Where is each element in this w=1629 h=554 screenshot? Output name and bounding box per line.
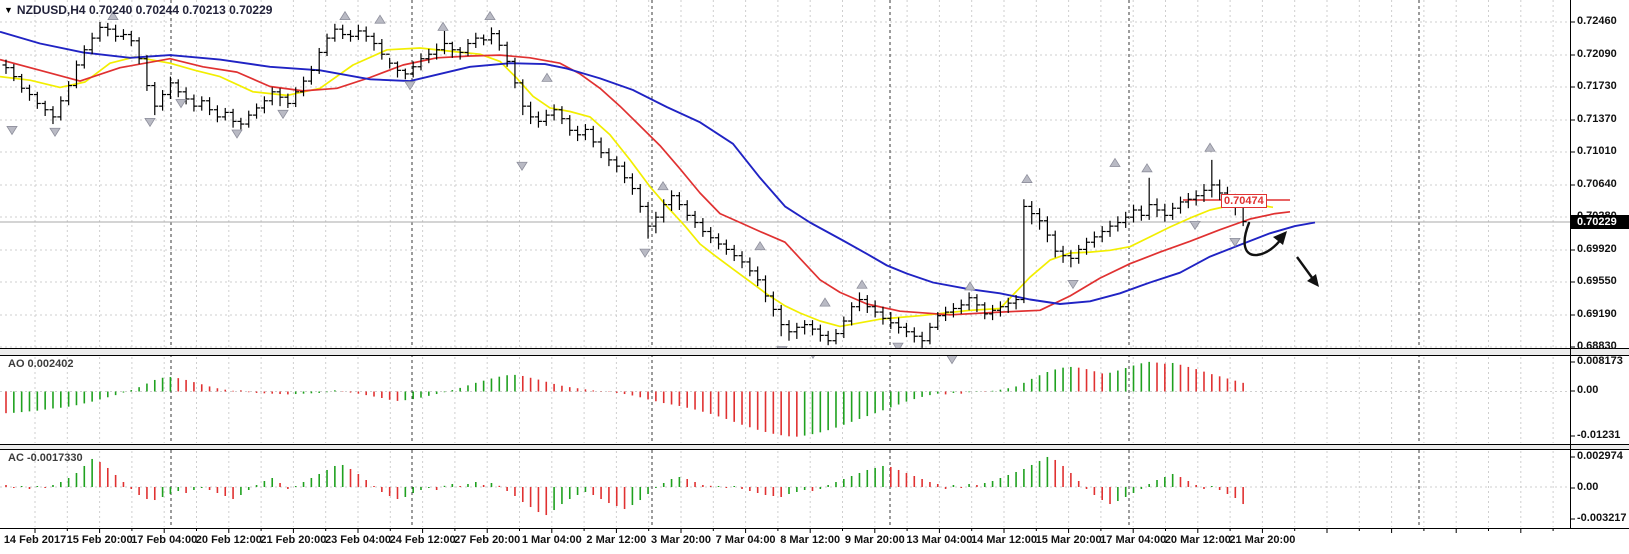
fractal-up-icon	[964, 281, 976, 291]
drawn-curved-arrow-head	[1273, 231, 1287, 245]
fractal-up-icon	[1141, 163, 1153, 173]
fractal-down-icon	[144, 117, 156, 128]
fractal-down-icon	[231, 129, 243, 139]
fractal-up-icon	[1109, 157, 1121, 167]
fractal-down-icon	[6, 126, 18, 136]
fractal-down-icon	[516, 161, 528, 172]
fractal-up-icon	[541, 72, 553, 82]
fractal-down-icon	[1189, 220, 1201, 231]
fractal-up-icon	[107, 10, 119, 21]
fractal-down-icon	[1229, 237, 1241, 248]
fractal-up-icon	[856, 279, 868, 289]
fractal-up-icon	[484, 10, 496, 21]
drawn-line-arrow-head	[1307, 274, 1319, 287]
fractal-up-icon	[1021, 173, 1033, 183]
fractal-down-icon	[277, 109, 289, 120]
fractal-up-icon	[1204, 142, 1216, 152]
fractal-down-icon	[639, 248, 651, 258]
fractal-down-icon	[404, 81, 416, 91]
fractal-down-icon	[946, 355, 958, 365]
drawn-line-arrow	[1296, 256, 1314, 280]
fractal-up-icon	[657, 180, 669, 191]
drawn-curved-arrow	[1243, 221, 1284, 257]
fractal-down-icon	[892, 342, 904, 352]
fractal-up-icon	[339, 10, 351, 21]
fractal-up-icon	[437, 21, 449, 31]
fractal-down-icon	[49, 127, 61, 137]
fractal-down-icon	[1067, 280, 1079, 290]
fractal-up-icon	[374, 14, 386, 24]
fractal-down-icon	[175, 99, 187, 109]
fractal-up-icon	[754, 240, 766, 251]
fractal-up-icon	[819, 297, 831, 307]
